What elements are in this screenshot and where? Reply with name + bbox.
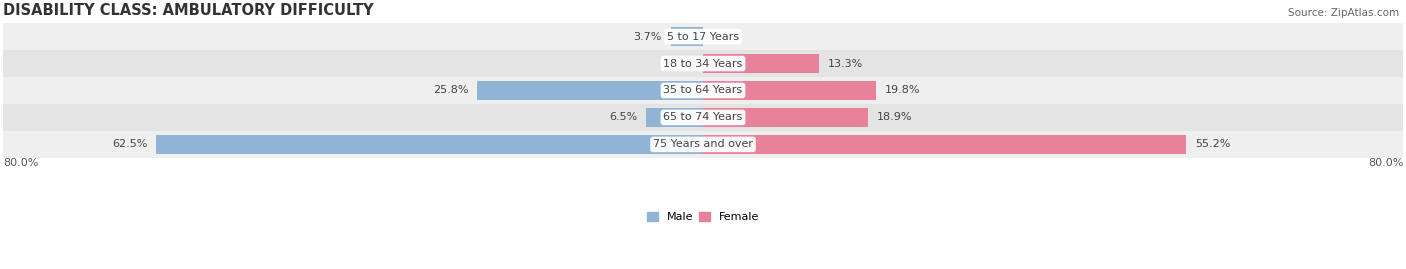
Bar [3,104,1403,131]
Bar [703,81,876,100]
Bar [477,81,703,100]
Text: 13.3%: 13.3% [828,59,863,69]
Text: 18.9%: 18.9% [877,112,912,122]
Text: 80.0%: 80.0% [3,158,38,168]
Bar [703,54,820,73]
Bar [3,131,1403,158]
Text: 0.0%: 0.0% [711,31,740,42]
Legend: Male, Female: Male, Female [643,207,763,226]
Text: 25.8%: 25.8% [433,86,468,95]
Text: 19.8%: 19.8% [884,86,921,95]
Bar [3,77,1403,104]
Bar [671,27,703,46]
Text: 5 to 17 Years: 5 to 17 Years [666,31,740,42]
Text: 65 to 74 Years: 65 to 74 Years [664,112,742,122]
Text: 6.5%: 6.5% [609,112,637,122]
Text: 55.2%: 55.2% [1195,139,1230,149]
Text: Source: ZipAtlas.com: Source: ZipAtlas.com [1288,8,1399,18]
Text: 75 Years and over: 75 Years and over [652,139,754,149]
Bar [703,135,1187,154]
Text: 62.5%: 62.5% [112,139,148,149]
Text: 35 to 64 Years: 35 to 64 Years [664,86,742,95]
Text: 18 to 34 Years: 18 to 34 Years [664,59,742,69]
Bar [703,108,869,127]
Bar [156,135,703,154]
Text: 80.0%: 80.0% [1368,158,1403,168]
Bar [3,23,1403,50]
Bar [647,108,703,127]
Text: 0.0%: 0.0% [666,59,695,69]
Bar [3,50,1403,77]
Text: DISABILITY CLASS: AMBULATORY DIFFICULTY: DISABILITY CLASS: AMBULATORY DIFFICULTY [3,3,374,18]
Text: 3.7%: 3.7% [634,31,662,42]
